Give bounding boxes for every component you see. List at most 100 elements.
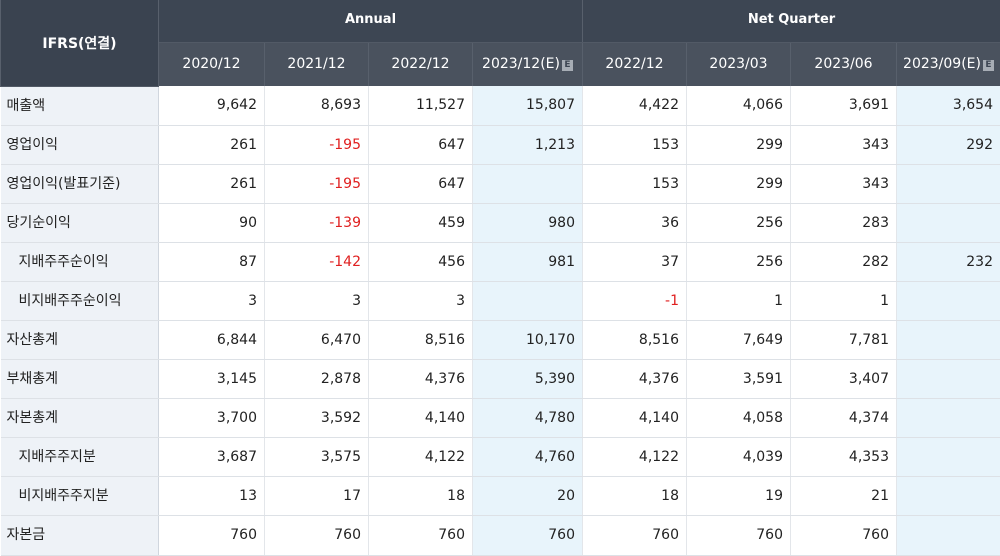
table-cell: 232: [897, 242, 1000, 281]
table-cell: 4,376: [369, 359, 473, 398]
table-cell: 20: [473, 476, 583, 515]
row-label: 지배주주순이익: [1, 242, 159, 281]
table-cell: 261: [159, 125, 265, 164]
table-cell: 3,575: [265, 437, 369, 476]
column-header: 2023/12(E)E: [473, 42, 583, 86]
table-cell: 282: [791, 242, 897, 281]
annual-group-header: Annual: [159, 0, 583, 42]
table-cell: 4,422: [583, 86, 687, 125]
table-cell: 4,353: [791, 437, 897, 476]
table-cell: [897, 476, 1000, 515]
table-cell: 256: [687, 242, 791, 281]
table-cell: 981: [473, 242, 583, 281]
table-cell: 8,693: [265, 86, 369, 125]
table-cell: 4,376: [583, 359, 687, 398]
row-label: 부채총계: [1, 359, 159, 398]
table-cell: [897, 398, 1000, 437]
table-cell: 4,058: [687, 398, 791, 437]
column-header-label: 2023/03: [709, 56, 767, 72]
table-cell: 4,122: [583, 437, 687, 476]
row-label: 자산총계: [1, 320, 159, 359]
column-header: 2023/03: [687, 42, 791, 86]
table-cell: -1: [583, 281, 687, 320]
table-cell: 760: [159, 515, 265, 555]
table-cell: 760: [687, 515, 791, 555]
table-cell: 1: [687, 281, 791, 320]
table-cell: 9,642: [159, 86, 265, 125]
table-cell: [473, 164, 583, 203]
table-cell: [897, 437, 1000, 476]
column-header-label: 2020/12: [182, 56, 240, 72]
table-cell: 292: [897, 125, 1000, 164]
table-cell: 10,170: [473, 320, 583, 359]
table-cell: 18: [583, 476, 687, 515]
row-label: 당기순이익: [1, 203, 159, 242]
table-cell: 980: [473, 203, 583, 242]
column-header: 2023/09(E)E: [897, 42, 1000, 86]
table-cell: 261: [159, 164, 265, 203]
column-header: 2022/12: [369, 42, 473, 86]
table-cell: 18: [369, 476, 473, 515]
column-header-label: 2022/12: [391, 56, 449, 72]
table-cell: 283: [791, 203, 897, 242]
table-cell: 4,066: [687, 86, 791, 125]
table-cell: [897, 320, 1000, 359]
table-cell: 4,760: [473, 437, 583, 476]
table-cell: 760: [369, 515, 473, 555]
table-cell: 37: [583, 242, 687, 281]
table-cell: -195: [265, 125, 369, 164]
quarter-group-header: Net Quarter: [583, 0, 1000, 42]
table-cell: 3: [369, 281, 473, 320]
table-cell: 2,878: [265, 359, 369, 398]
table-cell: 153: [583, 125, 687, 164]
table-cell: -142: [265, 242, 369, 281]
table-cell: 13: [159, 476, 265, 515]
table-cell: 8,516: [583, 320, 687, 359]
table-cell: 647: [369, 125, 473, 164]
table-cell: 4,122: [369, 437, 473, 476]
table-cell: 3,407: [791, 359, 897, 398]
table-cell: 7,649: [687, 320, 791, 359]
table-cell: 11,527: [369, 86, 473, 125]
table-cell: 4,140: [583, 398, 687, 437]
table-cell: 760: [265, 515, 369, 555]
table-cell: 256: [687, 203, 791, 242]
table-cell: [897, 203, 1000, 242]
table-cell: 3,145: [159, 359, 265, 398]
table-cell: 3,591: [687, 359, 791, 398]
table-cell: 90: [159, 203, 265, 242]
table-cell: 760: [473, 515, 583, 555]
row-label: 영업이익(발표기준): [1, 164, 159, 203]
table-cell: [897, 359, 1000, 398]
column-header-label: 2023/09(E): [903, 56, 981, 72]
table-cell: 760: [791, 515, 897, 555]
row-label: 매출액: [1, 86, 159, 125]
table-cell: 459: [369, 203, 473, 242]
estimate-info-icon[interactable]: E: [983, 60, 994, 71]
table-cell: 3,691: [791, 86, 897, 125]
table-cell: 153: [583, 164, 687, 203]
table-cell: 7,781: [791, 320, 897, 359]
table-cell: 4,039: [687, 437, 791, 476]
column-header: 2022/12: [583, 42, 687, 86]
row-label: 자본금: [1, 515, 159, 555]
table-cell: 87: [159, 242, 265, 281]
estimate-info-icon[interactable]: E: [562, 60, 573, 71]
table-cell: 3,700: [159, 398, 265, 437]
table-corner-label: IFRS(연결): [1, 0, 159, 86]
table-cell: 36: [583, 203, 687, 242]
table-cell: 1: [791, 281, 897, 320]
